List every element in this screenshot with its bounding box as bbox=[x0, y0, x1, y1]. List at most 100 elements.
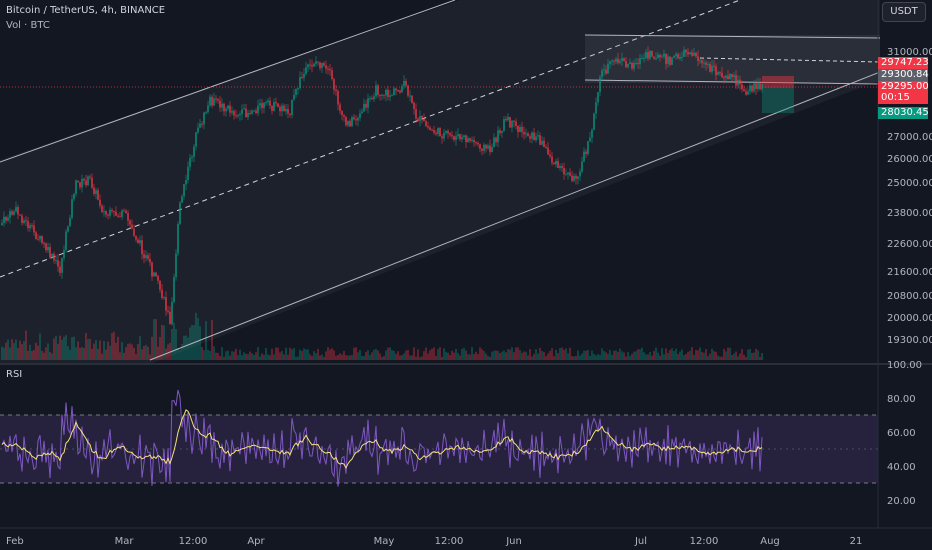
volume-bar bbox=[739, 353, 741, 360]
position-tool[interactable] bbox=[762, 76, 794, 113]
candle-body bbox=[191, 156, 193, 158]
volume-bar bbox=[215, 352, 217, 360]
trend-channel[interactable] bbox=[0, 0, 881, 364]
candle-body bbox=[343, 115, 345, 117]
volume-bar bbox=[683, 355, 685, 360]
candle-body bbox=[487, 145, 489, 149]
candle-body bbox=[195, 132, 197, 147]
volume-bar bbox=[371, 352, 373, 360]
candle-body bbox=[533, 132, 535, 141]
volume-bar bbox=[261, 353, 263, 360]
volume-bar bbox=[529, 349, 531, 360]
candle-body bbox=[431, 129, 433, 131]
candle-body bbox=[657, 54, 659, 59]
candle-body bbox=[405, 81, 407, 86]
candle-body bbox=[207, 105, 209, 112]
volume-bar bbox=[453, 352, 455, 360]
volume-bar bbox=[107, 341, 109, 360]
volume-bar bbox=[369, 355, 371, 360]
volume-bar bbox=[573, 356, 575, 360]
currency-button[interactable]: USDT bbox=[882, 2, 926, 22]
volume-bar bbox=[199, 326, 201, 360]
candle-body bbox=[497, 130, 499, 143]
candle-body bbox=[337, 91, 339, 105]
range-mid-line[interactable] bbox=[699, 57, 881, 63]
candle-body bbox=[555, 161, 557, 165]
candle-body bbox=[379, 94, 381, 96]
volume-bar bbox=[383, 355, 385, 360]
candle-body bbox=[435, 132, 437, 134]
candle-body bbox=[245, 108, 247, 118]
candle-body bbox=[509, 117, 511, 128]
candle-body bbox=[501, 130, 503, 133]
volume-bar bbox=[233, 351, 235, 360]
rsi-pane[interactable] bbox=[0, 389, 878, 487]
range-top-line[interactable] bbox=[584, 34, 881, 39]
volume-bar bbox=[181, 343, 183, 360]
channel-lower-line[interactable] bbox=[149, 71, 881, 361]
volume-bar bbox=[647, 354, 649, 360]
volume-bar bbox=[311, 356, 313, 360]
volume-bar bbox=[151, 336, 153, 360]
candle-body bbox=[381, 94, 383, 96]
candle-body bbox=[541, 140, 543, 145]
rsi-axis[interactable]: 100.00 80.00 60.00 40.00 20.00 bbox=[887, 360, 922, 507]
candle-body bbox=[33, 225, 35, 233]
candle-body bbox=[491, 147, 493, 153]
volume-bar bbox=[221, 347, 223, 360]
volume-bar bbox=[633, 351, 635, 360]
candle-body bbox=[745, 91, 747, 95]
volume-bar bbox=[391, 350, 393, 360]
volume-bar bbox=[411, 355, 413, 360]
time-axis[interactable]: Feb Mar 12:00 Apr May 12:00 Jun Jul 12:00 Aug 21 bbox=[6, 536, 862, 547]
candle-body bbox=[113, 210, 115, 212]
volume-legend[interactable]: Vol · BTC bbox=[6, 20, 50, 31]
volume-bar bbox=[377, 350, 379, 360]
volume-bar bbox=[737, 356, 739, 360]
volume-bar bbox=[525, 351, 527, 360]
channel-upper-line[interactable] bbox=[0, 0, 456, 163]
candle-body bbox=[619, 60, 621, 63]
volume-bar bbox=[119, 352, 121, 360]
candle-body bbox=[521, 126, 523, 133]
volume-bar bbox=[197, 318, 199, 360]
candle-body bbox=[63, 249, 65, 259]
symbol-title[interactable]: Bitcoin / TetherUS, 4h, BINANCE bbox=[6, 5, 166, 16]
channel-middle-line[interactable] bbox=[0, 0, 741, 278]
candle-body bbox=[167, 310, 169, 312]
volume-bar bbox=[641, 347, 643, 360]
volume-bar bbox=[533, 353, 535, 360]
volume-bar bbox=[103, 341, 105, 360]
candle-body bbox=[297, 87, 299, 90]
candle-body bbox=[409, 95, 411, 97]
candle-body bbox=[219, 100, 221, 108]
candle-body bbox=[735, 75, 737, 86]
price-axis[interactable]: 31000.00 27000.00 26000.00 25000.00 23800.00… bbox=[887, 47, 932, 346]
volume-bar bbox=[493, 350, 495, 360]
price-tick-label: 21600.00 bbox=[887, 267, 932, 278]
candle-body bbox=[675, 54, 677, 56]
volume-bar bbox=[511, 347, 513, 360]
volume-bar bbox=[623, 352, 625, 360]
candle-body bbox=[327, 68, 329, 70]
candle-body bbox=[353, 117, 355, 120]
volume-bar bbox=[575, 355, 577, 360]
volume-bar bbox=[503, 350, 505, 360]
candle-body bbox=[751, 85, 753, 92]
range-bottom-line[interactable] bbox=[584, 79, 881, 85]
candle-body bbox=[1, 222, 3, 225]
candle-body bbox=[455, 136, 457, 140]
candle-body bbox=[355, 119, 357, 121]
candle-body bbox=[423, 118, 425, 122]
candle-body bbox=[285, 108, 287, 112]
volume-bar bbox=[327, 347, 329, 360]
candle-body bbox=[603, 69, 605, 71]
rsi-legend[interactable]: RSI bbox=[6, 369, 23, 380]
rsi-tick-label: 80.00 bbox=[887, 394, 916, 405]
candle-body bbox=[37, 239, 39, 241]
candle-body bbox=[87, 176, 89, 186]
candle-body bbox=[235, 115, 237, 117]
candle-body bbox=[737, 79, 739, 86]
candlesticks bbox=[1, 46, 763, 326]
